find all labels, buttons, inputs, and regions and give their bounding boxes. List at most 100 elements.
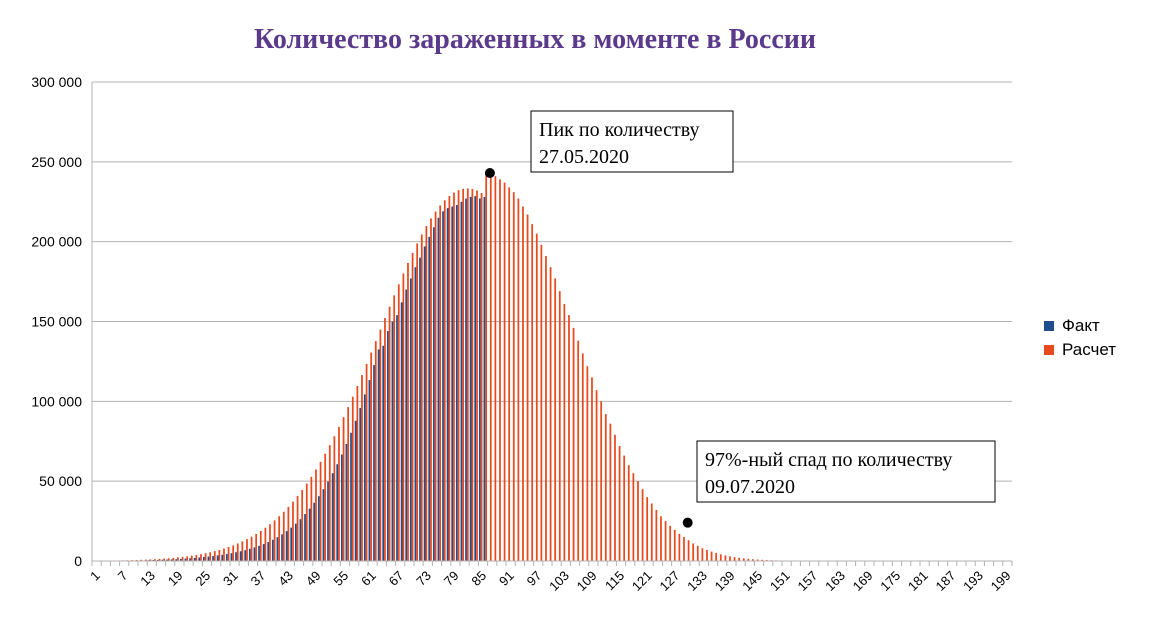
bar-calc: [536, 234, 538, 561]
bar-calc: [688, 540, 690, 561]
annotation-marker: [683, 518, 693, 528]
x-tick-label: 97: [524, 568, 545, 589]
bar-calc: [306, 484, 308, 561]
x-tick-label: 67: [386, 568, 407, 589]
bar-fact: [461, 202, 463, 561]
bar-calc: [283, 512, 285, 561]
bar-fact: [447, 208, 449, 561]
bar-calc: [568, 315, 570, 561]
x-tick-label: 49: [303, 568, 324, 589]
x-tick-label: 175: [877, 568, 903, 594]
bar-calc: [370, 353, 372, 561]
bar-calc: [476, 191, 478, 561]
bar-fact: [373, 365, 375, 561]
y-tick-label: 250 000: [31, 154, 82, 170]
bar-calc: [499, 179, 501, 561]
bar-calc: [403, 273, 405, 561]
bar-calc: [177, 557, 179, 561]
bar-calc: [527, 215, 529, 561]
bar-fact: [286, 531, 288, 561]
legend-swatch-calc: [1044, 345, 1054, 355]
bar-calc: [559, 291, 561, 561]
y-tick-label: 150 000: [31, 314, 82, 330]
bar-fact: [364, 394, 366, 561]
x-tick-label: 109: [574, 568, 600, 594]
bar-calc: [255, 534, 257, 561]
bar-fact: [313, 503, 315, 561]
y-tick-label: 100 000: [31, 393, 82, 409]
x-tick-label: 193: [960, 568, 986, 594]
bar-calc: [297, 496, 299, 561]
bar-calc: [315, 470, 317, 561]
bar-fact: [451, 207, 453, 561]
bar-fact: [336, 464, 338, 561]
x-tick-label: 103: [546, 568, 572, 594]
bar-calc: [596, 390, 598, 561]
bar-calc: [577, 341, 579, 561]
x-tick-label: 73: [413, 568, 434, 589]
bar-fact: [318, 496, 320, 561]
bar-calc: [421, 234, 423, 561]
bar-fact: [231, 553, 233, 561]
bar-calc: [554, 278, 556, 561]
bar-calc: [642, 489, 644, 561]
x-tick-label: 1: [87, 568, 103, 584]
x-tick-label: 127: [657, 568, 683, 594]
y-tick-label: 300 000: [31, 74, 82, 90]
bar-fact: [465, 199, 467, 561]
bar-calc: [692, 543, 694, 561]
y-tick-label: 50 000: [39, 473, 82, 489]
bar-calc: [458, 190, 460, 561]
bar-calc: [472, 189, 474, 561]
bar-fact: [369, 380, 371, 561]
bar-fact: [387, 331, 389, 561]
legend: Факт Расчет: [1044, 316, 1116, 359]
bar-calc: [251, 537, 253, 561]
bar-calc: [582, 353, 584, 561]
bar-fact: [346, 444, 348, 561]
bar-fact: [474, 196, 476, 561]
bar-calc: [660, 516, 662, 561]
x-tick-label: 61: [358, 568, 379, 589]
x-tick-label: 157: [795, 568, 821, 594]
y-tick-label: 200 000: [31, 234, 82, 250]
bar-fact: [396, 315, 398, 561]
bar-calc: [729, 556, 731, 561]
annotation-marker: [485, 168, 495, 178]
bar-calc: [467, 188, 469, 561]
y-tick-labels: 0 50 000 100 000 150 000 200 000 250 000 300 0…: [31, 74, 82, 569]
bar-calc: [679, 534, 681, 561]
bar-calc: [288, 507, 290, 561]
y-tick-label: 0: [74, 553, 82, 569]
bar-calc: [214, 551, 216, 561]
bar-calc: [545, 256, 547, 561]
bar-fact: [433, 227, 435, 561]
bar-fact: [419, 258, 421, 561]
bar-calc: [292, 502, 294, 561]
bar-fact: [263, 544, 265, 561]
bar-fact: [359, 408, 361, 561]
bar-calc: [628, 465, 630, 561]
bar-fact: [392, 322, 394, 562]
bar-calc: [338, 427, 340, 561]
bar-calc: [481, 193, 483, 561]
bar-calc: [435, 212, 437, 561]
bar-calc: [361, 375, 363, 561]
x-tick-label: 115: [602, 568, 627, 593]
bar-calc: [646, 497, 648, 561]
bar-fact: [341, 455, 343, 562]
legend-swatch-fact: [1044, 321, 1054, 331]
bar-calc: [605, 414, 607, 561]
bar-calc: [725, 555, 727, 561]
bar-calc: [352, 397, 354, 561]
bar-calc: [669, 526, 671, 561]
bar-calc: [329, 445, 331, 561]
bar-fact: [203, 557, 205, 561]
bar-calc: [522, 207, 524, 561]
bar-calc: [265, 528, 267, 561]
bar-calc: [412, 253, 414, 561]
x-tick-label: 91: [496, 568, 517, 589]
x-tick-label: 43: [275, 568, 296, 589]
